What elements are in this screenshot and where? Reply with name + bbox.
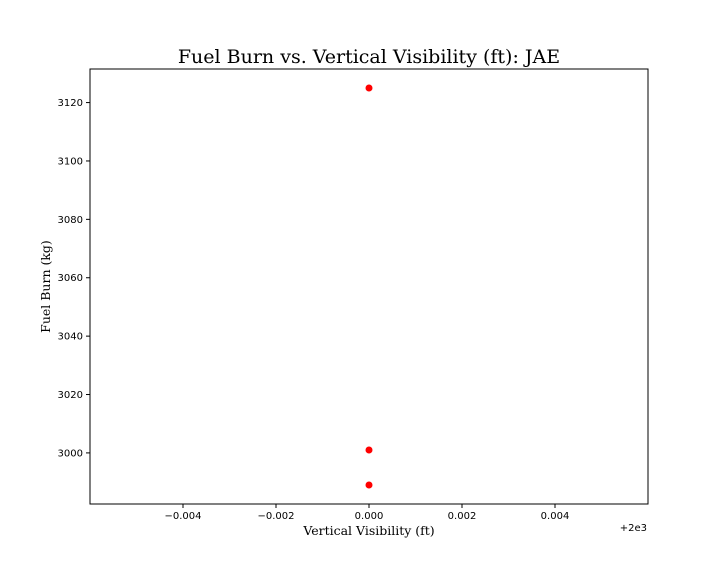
axes-frame bbox=[89, 68, 649, 505]
x-axis-label: Vertical Visibility (ft) bbox=[302, 523, 434, 538]
x-axis: −0.004 −0.002 0.000 0.002 0.004 bbox=[164, 504, 569, 522]
chart-title: Fuel Burn vs. Vertical Visibility (ft): … bbox=[178, 46, 560, 68]
x-tick-label: 0.002 bbox=[448, 511, 477, 522]
data-point bbox=[365, 446, 373, 454]
x-tick-label: −0.004 bbox=[164, 511, 201, 522]
y-tick-label: 3000 bbox=[58, 448, 83, 459]
y-axis-label: Fuel Burn (kg) bbox=[38, 240, 53, 333]
x-tick-label: 0.000 bbox=[355, 511, 384, 522]
y-tick-label: 3060 bbox=[58, 273, 83, 284]
y-tick-label: 3100 bbox=[58, 156, 83, 167]
x-tick-label: 0.004 bbox=[541, 511, 570, 522]
y-axis: 3000 3020 3040 3060 3080 3100 3120 bbox=[58, 98, 90, 459]
data-point bbox=[365, 481, 373, 489]
y-tick-label: 3020 bbox=[58, 390, 83, 401]
y-tick-label: 3120 bbox=[58, 98, 83, 109]
y-tick-label: 3040 bbox=[58, 332, 83, 343]
x-tick-label: −0.002 bbox=[257, 511, 294, 522]
plot-area bbox=[89, 68, 649, 505]
x-axis-offset-label: +2e3 bbox=[620, 523, 647, 534]
data-points bbox=[365, 84, 373, 489]
data-point bbox=[365, 84, 373, 92]
y-tick-label: 3080 bbox=[58, 215, 83, 226]
